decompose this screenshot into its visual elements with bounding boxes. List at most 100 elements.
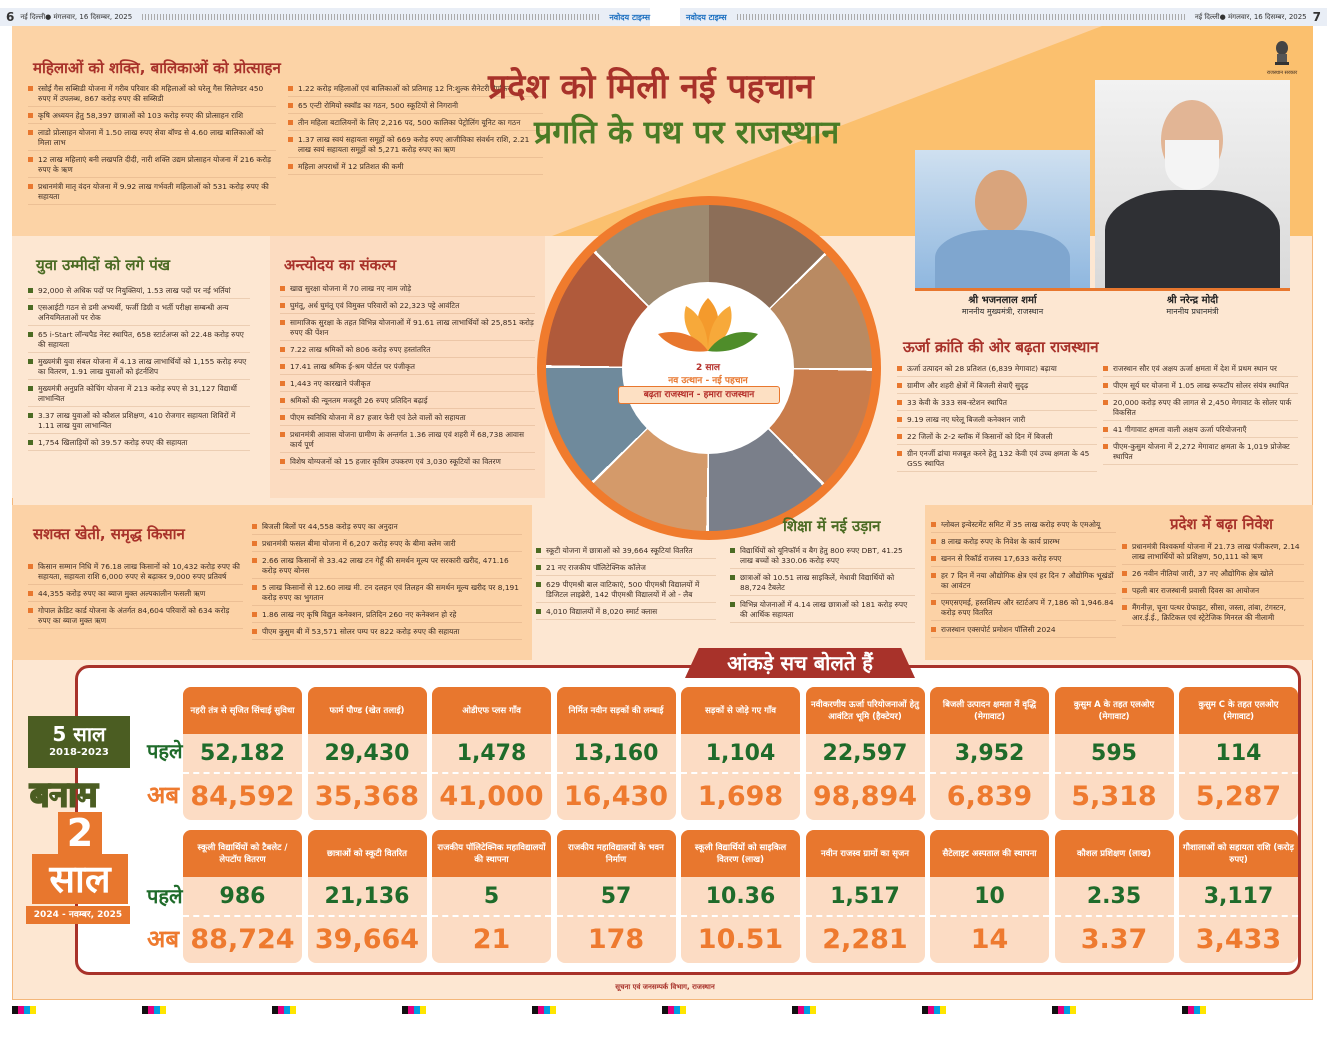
list-item: प्रधानमंत्री फसल बीमा योजना में 6,207 कर… <box>252 539 522 552</box>
energy-list-1: ऊर्जा उत्पादन को 28 प्रतिशत (6,839 मेगाव… <box>897 364 1097 476</box>
prime-minister-photo <box>1095 80 1290 288</box>
list-item: 22 जिलों के 2-2 ब्लॉक में किसानों को दिन… <box>897 432 1097 445</box>
stat-label: स्कूली विद्यार्थियों को टैबलेट / लेपटॉप … <box>183 830 302 877</box>
stat-now-value: 21 <box>472 924 511 955</box>
stat-before-value: 52,182 <box>183 734 302 774</box>
investment-list-2: प्रधानमंत्री विश्वकर्मा योजना में 21.73 … <box>1122 542 1304 630</box>
list-item: सामाजिक सुरक्षा के तहत विभिन्न योजनाओं म… <box>280 318 535 341</box>
stat-before-value: 13,160 <box>556 734 676 774</box>
stat-card: स्कूली विद्यार्थियों को टैबलेट / लेपटॉप … <box>183 830 302 963</box>
stat-now-value: 98,894 <box>812 781 918 812</box>
list-item: 92,000 से अधिक पदों पर नियुक्तियां, 1.53… <box>28 286 250 299</box>
farmers-list-2: बिजली बिलों पर 44,558 करोड़ रुपए का अनुद… <box>252 522 522 644</box>
stat-before-value: 595 <box>1054 734 1174 774</box>
investment-list-1: ग्लोबल इन्वेस्टमेंट समिट में 35 लाख करोड… <box>931 520 1116 642</box>
before-label: पहले <box>147 739 183 763</box>
stat-before-value: 1,478 <box>432 734 551 774</box>
list-item: 4,010 विद्यालयों में 8,020 स्मार्ट क्लास <box>536 607 716 620</box>
stat-now-value: 10.51 <box>697 924 784 955</box>
stat-label: नवीकरणीय ऊर्जा परियोजनाओं हेतु आवंटित भू… <box>805 687 925 734</box>
five-year-title: 5 साल <box>52 722 106 746</box>
newspaper-brand: नवोदय टाइम्स <box>686 12 727 22</box>
list-item: विशेष योग्यजनों को 15 हजार कृत्रिम उपकरण… <box>280 457 535 470</box>
stat-now-value: 178 <box>587 924 645 955</box>
stat-label: नवीन राजस्व ग्रामों का सृजन <box>805 830 925 877</box>
stat-before-value: 3,952 <box>930 734 1049 774</box>
farmers-section-title: सशक्त खेती, समृद्ध किसान <box>33 525 185 543</box>
list-item: छात्राओं को 10.51 लाख साइकिलें, मेधावी व… <box>730 573 915 596</box>
stat-before-value: 10 <box>930 877 1049 917</box>
right-page-header: नवोदय टाइम्स नई दिल्ली● मंगलवार, 16 दिसम… <box>680 8 1327 26</box>
anniversary-tagline: नव उत्थान - नई पहचान <box>668 376 748 386</box>
list-item: पीएम सूर्य घर योजना में 1.05 लाख रूफटॉप … <box>1103 381 1298 394</box>
dateline: नई दिल्ली● मंगलवार, 16 दिसम्बर, 2025 <box>1194 12 1307 21</box>
versus-label: बनाम <box>29 774 98 816</box>
stat-card: स्कूली विद्यार्थियों को साइकिल वितरण (ला… <box>681 830 800 963</box>
antyodaya-list: खाद्य सुरक्षा योजना में 70 लाख नए नाम जो… <box>280 284 535 474</box>
list-item: विद्यार्थियों को यूनिफॉर्म व बैग हेतु 80… <box>730 546 915 569</box>
publisher-credit: सूचना एवं जनसम्पर्क विभाग, राजस्थान <box>615 983 715 991</box>
stat-now-value: 14 <box>970 924 1009 955</box>
stat-now-value: 39,664 <box>314 924 420 955</box>
stat-card: कौशल प्रशिक्षण (लाख) 2.35 3.37 <box>1054 830 1174 963</box>
stat-label: ओडीएफ प्लस गाँव <box>432 687 551 734</box>
women-section-title: महिलाओं को शक्ति, बालिकाओं को प्रोत्साहन <box>33 59 281 77</box>
stat-label: निर्मित नवीन सड़कों की लम्बाई <box>556 687 676 734</box>
list-item: बिजली बिलों पर 44,558 करोड़ रुपए का अनुद… <box>252 522 522 535</box>
two-year-range: 2024 - नवम्बर, 2025 <box>26 906 130 924</box>
list-item: 2.66 लाख किसानों से 33.42 लाख टन गेहूँ क… <box>252 556 522 579</box>
stat-card: छात्राओं को स्कूटी वितरित 21,136 39,664 <box>307 830 427 963</box>
list-item: मुख्यमंत्री अनुप्रति कोचिंग योजना में 21… <box>28 384 250 407</box>
farmers-list-1: किसान सम्मान निधि में 76.18 लाख किसानों … <box>28 562 243 633</box>
stat-now-value: 3,433 <box>1195 924 1282 955</box>
list-item: ऊर्जा उत्पादन को 28 प्रतिशत (6,839 मेगाव… <box>897 364 1097 377</box>
list-item: महिला अपराधों में 12 प्रतिशत की कमी <box>288 162 543 175</box>
list-item: 17.41 लाख श्रमिक ई-श्रम पोर्टल पर पंजीकृ… <box>280 362 535 375</box>
stat-card: कुसुम C के तहत एलओए (मेगावाट) 114 5,287 <box>1179 687 1298 820</box>
leader-name: श्री भजनलाल शर्मा <box>968 295 1037 306</box>
investment-background <box>925 505 1313 660</box>
emblem-icon <box>1275 41 1289 65</box>
women-list-2: 1.22 करोड़ महिलाओं एवं बालिकाओं को प्रति… <box>288 84 543 179</box>
list-item: ग्रीन एनर्जी ढांचा मजबूत करने हेतु 132 क… <box>897 449 1097 472</box>
two-year-number: 2 <box>58 812 102 854</box>
list-item: हर 7 दिन में नया औद्योगिक क्षेत्र एवं हर… <box>931 571 1116 594</box>
list-item: 5 लाख किसानों से 12.60 लाख मी. टन दलहन ए… <box>252 583 522 606</box>
now-label: अब <box>147 925 180 953</box>
list-item: 7.22 लाख श्रमिकों को 806 करोड़ रुपए हस्त… <box>280 345 535 358</box>
barcode-decoration <box>142 14 600 20</box>
list-item: 65 एन्टी रोमियो स्क्वॉड का गठन, 500 स्कू… <box>288 101 543 114</box>
stat-now-value: 41,000 <box>439 781 544 812</box>
list-item: 12 लाख महिलाएं बनी लखपति दीदी, नारी शक्त… <box>28 155 276 178</box>
list-item: ग्लोबल इन्वेस्टमेंट समिट में 35 लाख करोड… <box>931 520 1116 533</box>
stat-before-value: 22,597 <box>805 734 925 774</box>
stat-label: कुसुम C के तहत एलओए (मेगावाट) <box>1179 687 1298 734</box>
list-item: 41 गीगावाट क्षमता वाली अक्षय ऊर्जा परियो… <box>1103 425 1298 438</box>
stat-card: ओडीएफ प्लस गाँव 1,478 41,000 <box>432 687 551 820</box>
stat-card: गौशालाओं को सहायता राशि (करोड़ रुपए) 3,11… <box>1179 830 1298 963</box>
list-item: 629 पीएमश्री बाल वाटिकाएं, 500 पीएमश्री … <box>536 580 716 603</box>
stat-before-value: 57 <box>556 877 676 917</box>
stat-now-value: 35,368 <box>314 781 420 812</box>
stat-now-value: 1,698 <box>697 781 784 812</box>
leader-name: श्री नरेन्द्र मोदी <box>1166 295 1219 306</box>
education-list-2: विद्यार्थियों को यूनिफॉर्म व बैग हेतु 80… <box>730 546 915 627</box>
stat-card: राजकीय पॉलिटेक्निक महाविद्यालयों की स्था… <box>432 830 551 963</box>
list-item: खाद्य सुरक्षा योजना में 70 लाख नए नाम जो… <box>280 284 535 297</box>
left-page-header: 6 नई दिल्ली● मंगलवार, 16 दिसम्बर, 2025 न… <box>0 8 650 26</box>
list-item: 65 i-Start लॉन्चपैड नेस्ट स्थापित, 658 स… <box>28 330 250 353</box>
page-subheadline: प्रगति के पथ पर राजस्थान <box>534 113 840 151</box>
stat-label: फार्म पौण्ड (खेत तलाई) <box>307 687 427 734</box>
chief-minister-photo <box>915 150 1090 288</box>
list-item: पीएम-कुसुम योजना में 2,272 मेगावाट क्षमत… <box>1103 442 1298 465</box>
print-registration-marks <box>12 1006 1312 1014</box>
stat-now-value: 84,592 <box>190 781 295 812</box>
stat-card: बिजली उत्पादन क्षमता में वृद्धि (मेगावाट… <box>930 687 1049 820</box>
list-item: श्रमिकों की न्यूनतम मजदूरी 26 रुपए प्रति… <box>280 396 535 409</box>
stat-label: कौशल प्रशिक्षण (लाख) <box>1054 830 1174 877</box>
list-item: 21 नए राजकीय पॉलिटेक्निक कॉलेज <box>536 563 716 576</box>
stat-card: निर्मित नवीन सड़कों की लम्बाई 13,160 16,43… <box>556 687 676 820</box>
list-item: प्रधानमंत्री आवास योजना ग्रामीण के अन्तर… <box>280 430 535 453</box>
list-item: 20,000 करोड़ रुपए की लागत से 2,450 मेगाव… <box>1103 398 1298 421</box>
stat-before-value: 29,430 <box>307 734 427 774</box>
